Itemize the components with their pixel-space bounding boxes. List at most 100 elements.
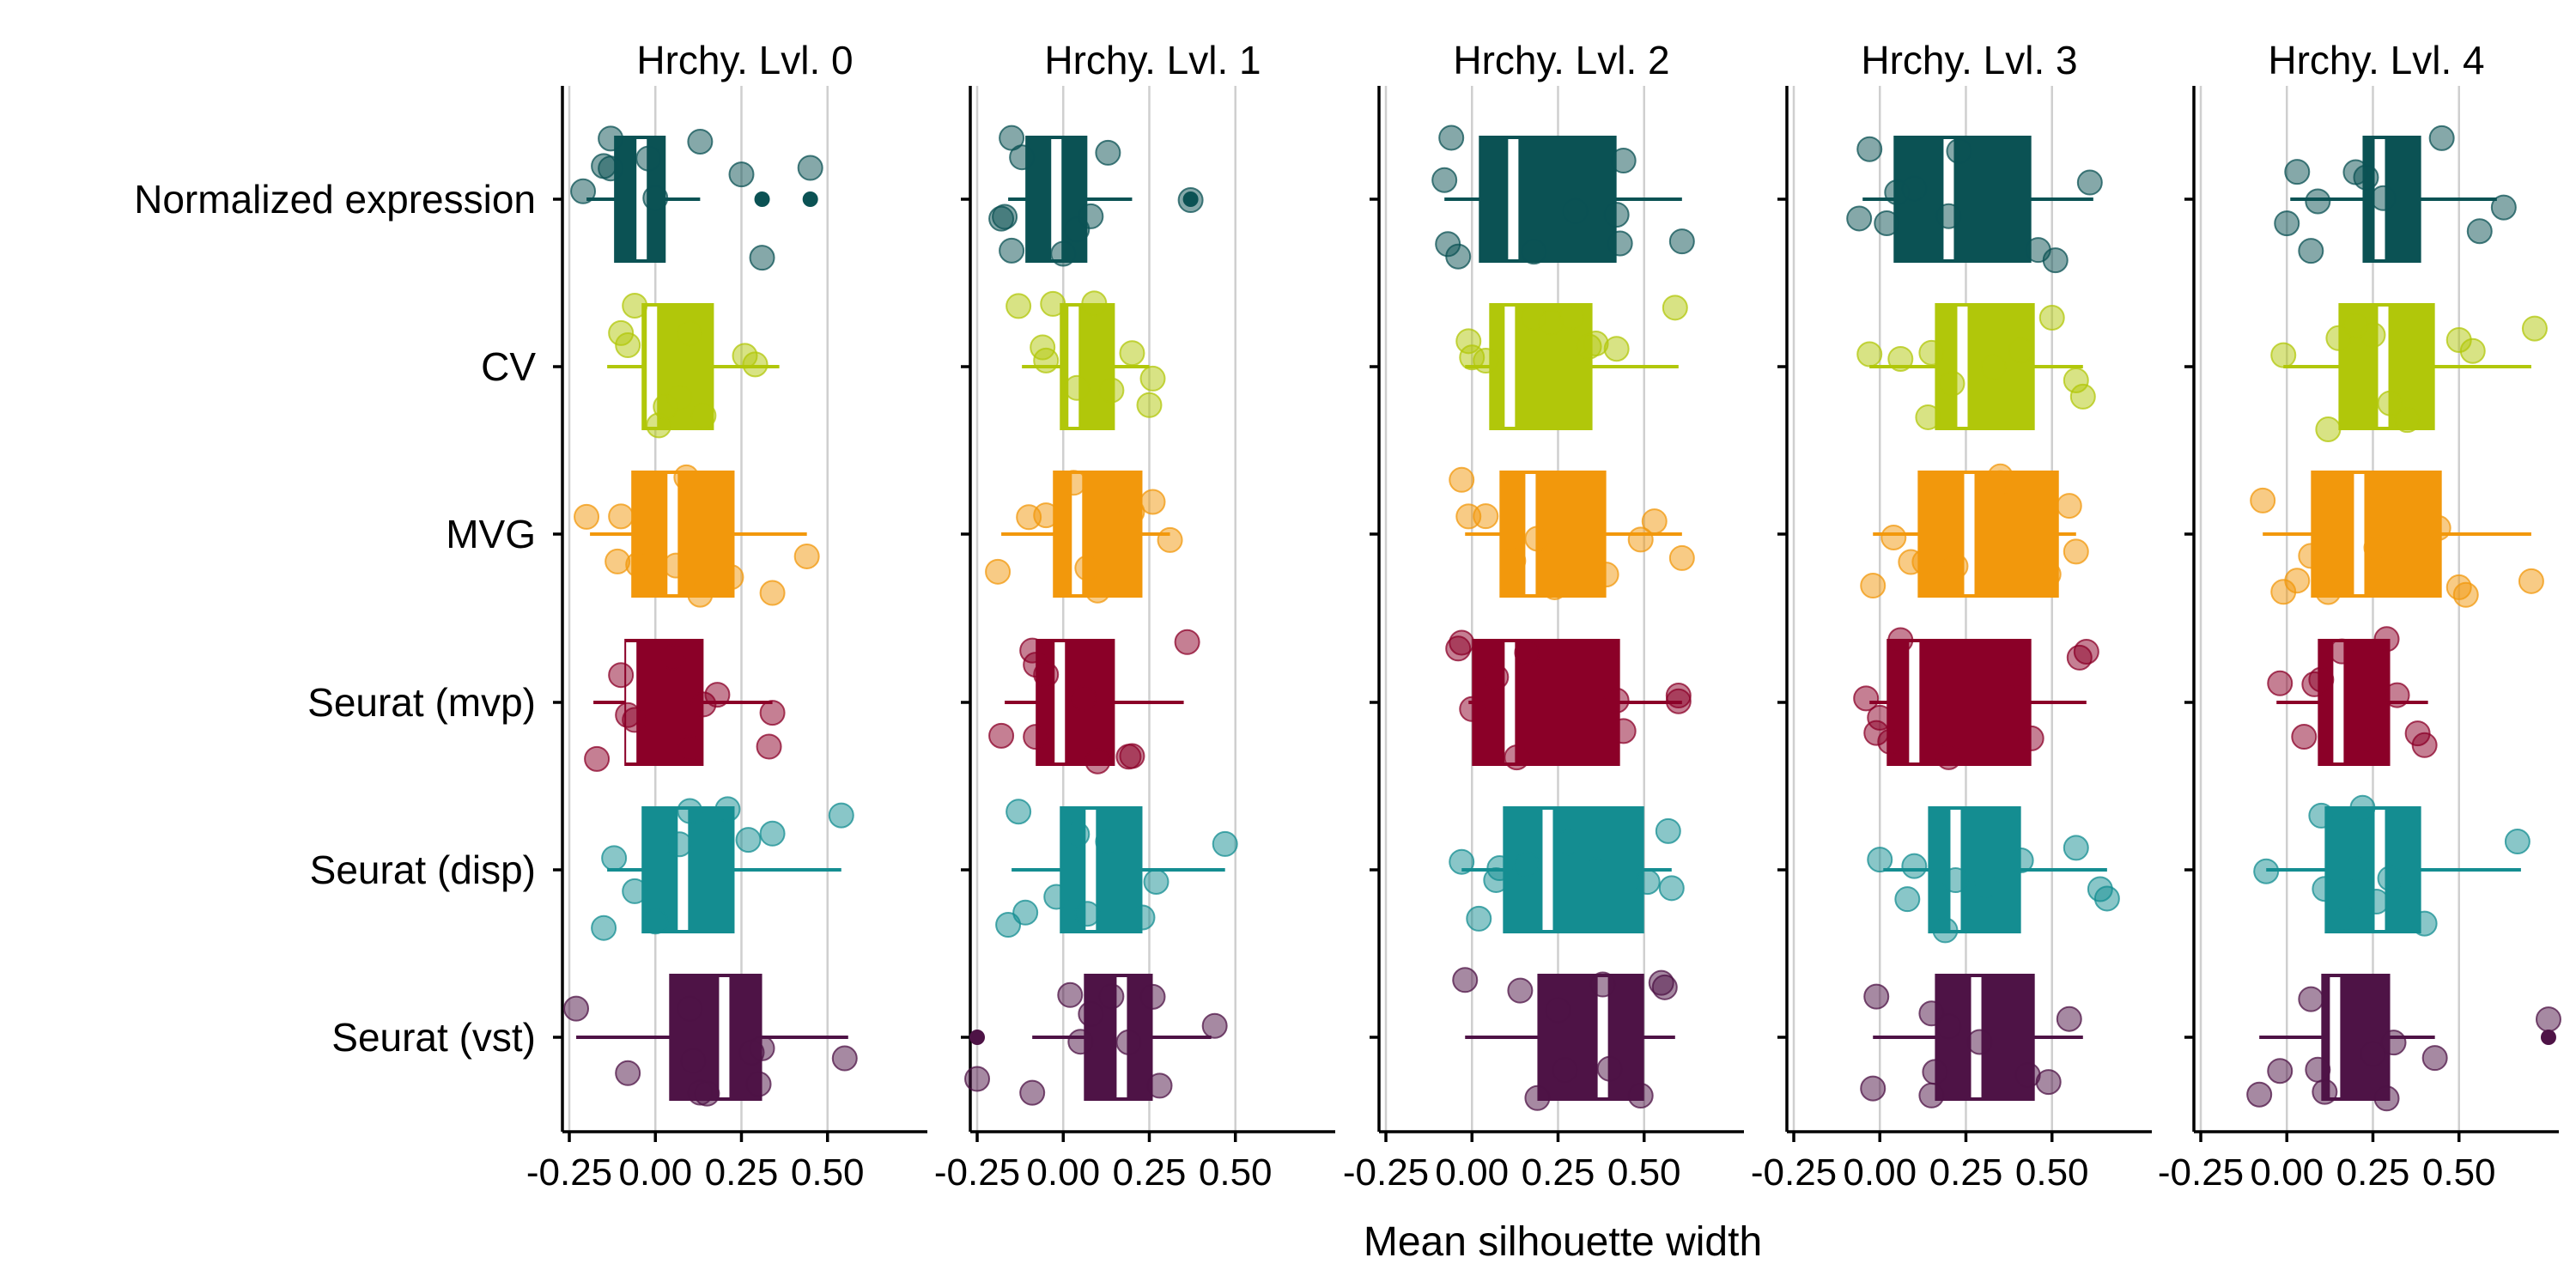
box-seurat-mvp xyxy=(1869,639,2087,766)
data-point xyxy=(1901,175,1928,202)
x-tick-label: 0.00 xyxy=(618,1151,692,1194)
data-point xyxy=(1019,1079,1046,1106)
data-point xyxy=(608,662,635,689)
data-point xyxy=(2291,724,2318,750)
data-point xyxy=(988,722,1015,749)
data-point xyxy=(1067,1029,1094,1055)
data-point xyxy=(2349,794,2376,821)
x-tick-label: 0.25 xyxy=(2336,1151,2410,1194)
median-line xyxy=(2354,474,2365,594)
data-point xyxy=(1939,370,1965,397)
box-seurat-mvp xyxy=(1468,639,1682,766)
box-iqr xyxy=(1537,974,1644,1101)
data-point xyxy=(1935,203,1962,229)
data-point xyxy=(570,178,597,204)
data-point xyxy=(1596,1055,1623,1082)
data-point xyxy=(1627,526,1654,553)
data-point xyxy=(1863,983,1890,1010)
x-tick-label: 0.25 xyxy=(1113,1151,1187,1194)
data-point xyxy=(1880,524,1907,550)
data-point xyxy=(1119,743,1145,769)
data-point xyxy=(988,205,1015,232)
data-point xyxy=(2459,337,2486,364)
data-point xyxy=(1050,240,1077,267)
data-point xyxy=(2315,416,2342,442)
data-point xyxy=(677,320,703,347)
data-point xyxy=(2305,188,2331,215)
data-point xyxy=(1078,203,1104,229)
row-label-seurat-mvp: Seurat (mvp) xyxy=(307,680,536,725)
data-point xyxy=(687,581,714,608)
data-point xyxy=(2325,325,2352,351)
x-tick-label: 0.50 xyxy=(2422,1151,2496,1194)
box-iqr xyxy=(1917,471,2059,598)
data-point xyxy=(2377,390,2403,416)
data-point xyxy=(1887,627,1914,653)
data-point xyxy=(2363,889,2390,915)
data-point xyxy=(1115,1029,1142,1055)
data-point xyxy=(2342,313,2369,339)
data-point xyxy=(584,745,611,772)
data-point xyxy=(1033,661,1060,688)
data-point xyxy=(1435,231,1461,258)
data-point xyxy=(2250,487,2276,513)
data-point xyxy=(1084,748,1111,775)
data-point xyxy=(2274,210,2300,237)
median-line xyxy=(1909,642,1920,762)
data-point xyxy=(1514,851,1540,878)
data-point xyxy=(1074,901,1101,927)
median-line xyxy=(1957,307,1968,427)
data-point xyxy=(2253,858,2280,884)
data-point xyxy=(1980,354,2007,380)
data-point xyxy=(1562,197,1589,224)
data-point xyxy=(1867,847,1893,873)
box-normalized-expression xyxy=(1444,136,1682,263)
x-tick-label: -0.25 xyxy=(2158,1151,2244,1194)
data-point xyxy=(714,796,741,823)
data-point xyxy=(2284,568,2311,594)
data-point xyxy=(2035,561,2062,587)
data-point xyxy=(1033,347,1060,374)
data-point xyxy=(1060,470,1087,496)
data-point xyxy=(2246,1081,2273,1108)
median-line xyxy=(677,810,689,930)
data-point xyxy=(1095,139,1121,166)
data-point xyxy=(1473,503,1499,530)
data-point xyxy=(677,735,703,762)
box-iqr xyxy=(2311,471,2442,598)
data-point xyxy=(687,128,714,155)
data-point xyxy=(2329,638,2355,665)
data-point xyxy=(1641,508,1668,535)
data-point xyxy=(2267,670,2293,696)
data-point xyxy=(2353,164,2379,191)
data-point xyxy=(1665,683,1692,709)
box-iqr xyxy=(631,471,735,598)
data-point xyxy=(2363,534,2390,561)
data-point xyxy=(2056,1005,2082,1032)
x-tick-label: 0.25 xyxy=(1929,1151,2003,1194)
data-point xyxy=(622,878,648,904)
data-point xyxy=(1576,333,1602,360)
facet-panel-1: Hrchy. Lvl. 1 -0.25 0.00 0.25 0.50 xyxy=(934,38,1335,1194)
box-cv xyxy=(1869,303,2083,430)
data-point xyxy=(2069,383,2096,410)
median-line xyxy=(1051,139,1062,259)
data-point xyxy=(677,798,703,824)
outlier-point xyxy=(802,191,818,207)
data-point xyxy=(1856,136,1883,162)
data-point xyxy=(694,1080,720,1107)
data-point xyxy=(1466,905,1492,932)
data-point xyxy=(1555,829,1582,856)
data-point xyxy=(742,351,769,378)
data-point xyxy=(2421,1045,2448,1072)
data-point xyxy=(1081,290,1108,317)
data-point xyxy=(601,845,628,872)
data-point xyxy=(1119,340,1145,367)
box-iqr xyxy=(1886,639,2032,766)
x-tick-label: 0.50 xyxy=(2015,1151,2089,1194)
data-point xyxy=(1583,857,1609,884)
median-line xyxy=(1964,474,1975,594)
median-line xyxy=(1054,642,1066,762)
data-point xyxy=(1005,799,1032,825)
facet-title: Hrchy. Lvl. 3 xyxy=(1861,38,2077,82)
